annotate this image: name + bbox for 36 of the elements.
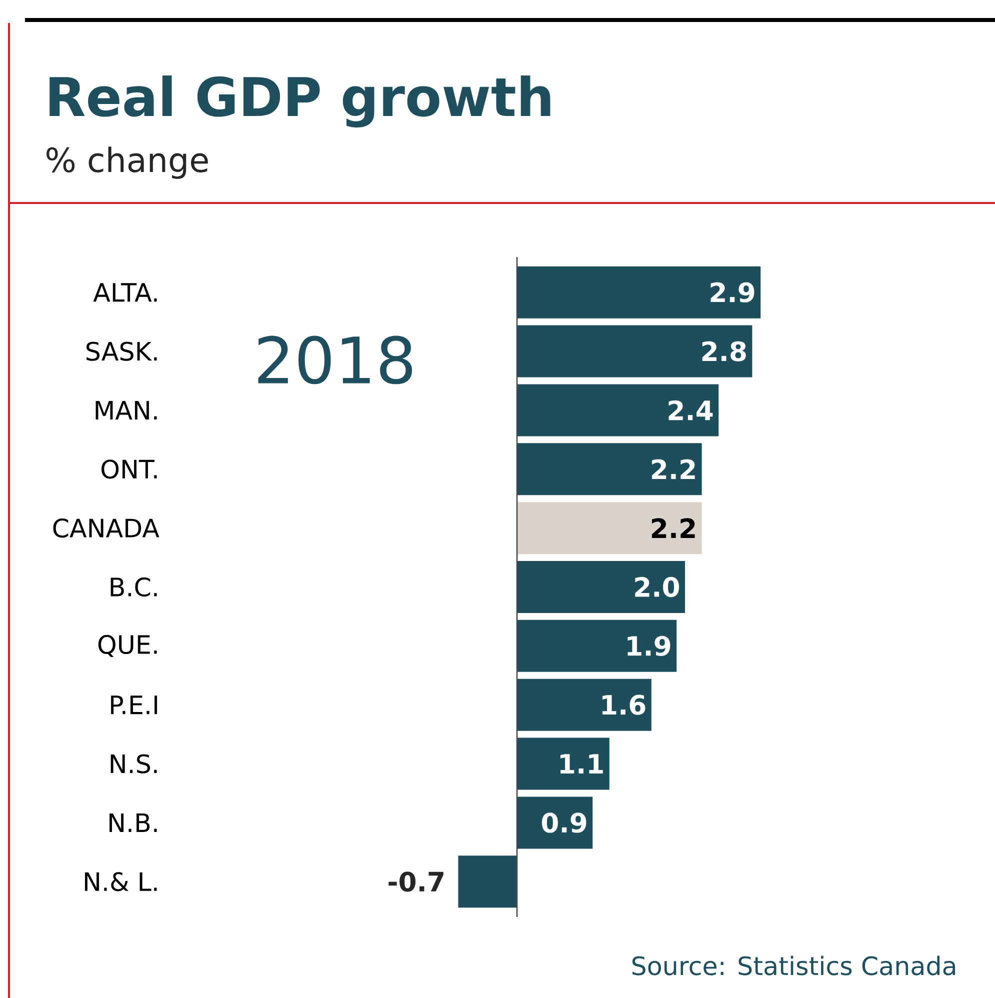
y-tick-label: N.S. [110,754,157,774]
y-tick-label: B.C. [110,577,157,597]
bar [517,325,752,378]
bar [517,266,761,318]
bar [517,384,719,436]
y-tick-label: N.& L. [85,872,157,892]
y-tick-label: QUE. [98,634,157,657]
bar [517,443,702,496]
data-label: 2.2 [652,459,695,480]
data-label: 1.9 [628,636,670,656]
data-label: 2.4 [668,400,713,420]
y-tick-label: ALTA. [93,283,157,302]
data-label: 2.2 [652,518,695,538]
y-tick-label: SASK. [86,342,157,361]
data-label: 2.9 [710,282,754,302]
data-label: 2.8 [702,341,746,362]
text: 2018 [258,336,412,384]
bar [517,620,677,672]
data-label: 1.6 [602,694,646,715]
data-label: 1.1 [560,754,603,774]
data-label: 2.0 [635,576,680,598]
y-tick-label: P.E.I [111,696,158,714]
data-label: 0.9 [542,812,586,833]
source-note: Source: Statistics Canada [632,956,956,976]
bar [517,561,685,613]
text: % change [46,146,208,179]
y-tick-label: MAN. [96,400,157,420]
bar [458,856,517,908]
y-tick-label: CANADA [53,518,160,538]
bar [517,502,702,554]
bar [517,678,652,731]
bar [517,738,610,790]
chart-title: Real GDP growth [50,75,550,128]
data-label: -0.7 [388,872,444,892]
y-tick-label: N.B. [110,813,157,832]
y-tick-label: ONT. [102,460,157,479]
